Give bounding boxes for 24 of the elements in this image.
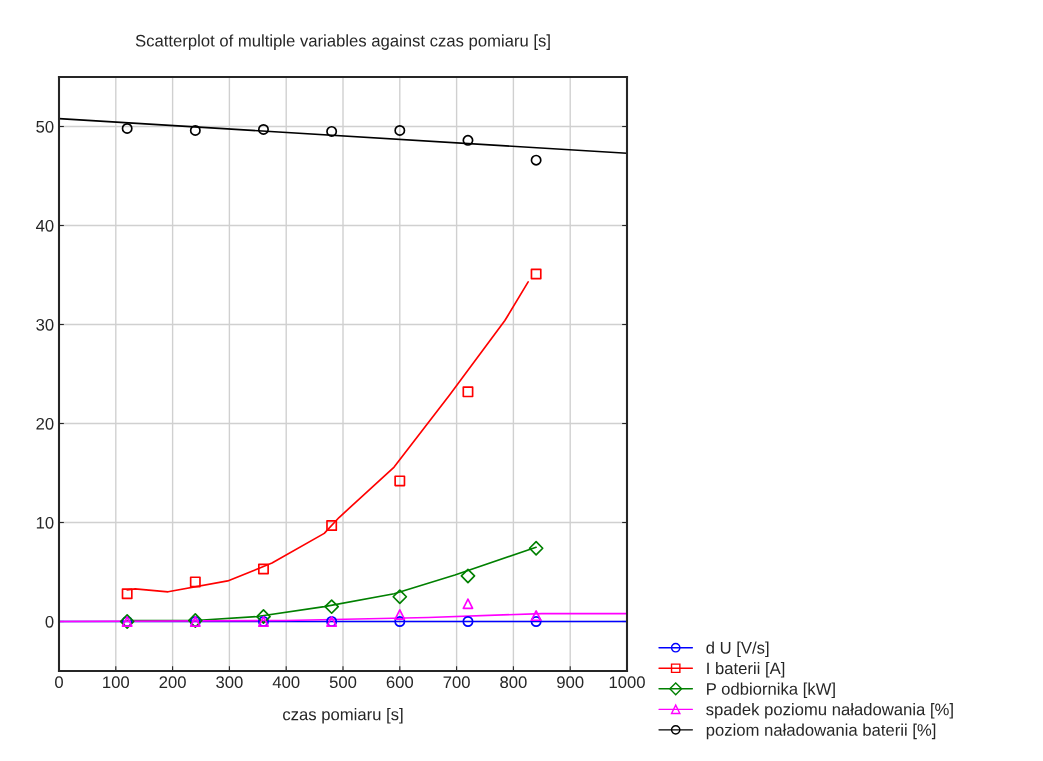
- legend-label: poziom naładowania baterii [%]: [706, 723, 936, 740]
- x-tick-label: 700: [443, 676, 470, 689]
- y-tick-label: 40: [35, 219, 54, 232]
- x-tick-label: 600: [386, 676, 414, 689]
- y-tick-label: 20: [36, 417, 54, 430]
- x-tick-label: 900: [557, 676, 584, 689]
- x-tick-label: 500: [329, 676, 357, 689]
- y-tick-label: 0: [45, 615, 54, 628]
- x-tick-label: 400: [272, 676, 300, 689]
- x-tick-label: 200: [159, 676, 186, 689]
- x-tick-label: 300: [216, 676, 243, 689]
- legend-label: spadek poziomu naładowania [%]: [706, 703, 953, 719]
- x-tick-label: 0: [55, 676, 63, 689]
- chart-title: Scatterplot of multiple variables against czas pomiaru [s]: [135, 34, 550, 50]
- y-tick-label: 30: [36, 318, 54, 331]
- x-tick-label: 100: [103, 676, 130, 689]
- x-tick-label: 800: [500, 676, 527, 689]
- x-tick-label: 1000: [609, 676, 645, 689]
- legend-label: P odbiornika [kW]: [707, 682, 835, 699]
- x-axis-title: czas pomiaru [s]: [283, 708, 403, 724]
- y-tick-label: 50: [36, 120, 54, 133]
- y-tick-label: 10: [36, 516, 54, 529]
- legend-label: I baterii [A]: [707, 662, 785, 678]
- legend-label: d U [V/s]: [706, 641, 769, 658]
